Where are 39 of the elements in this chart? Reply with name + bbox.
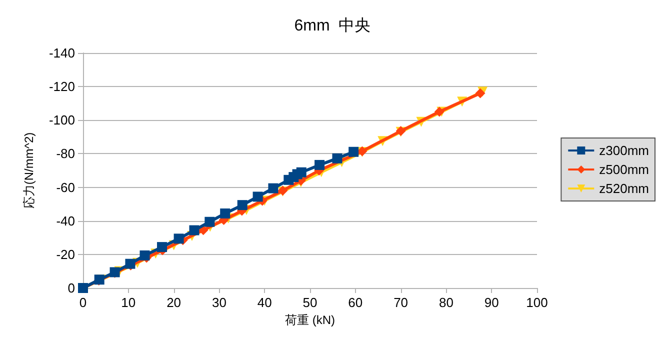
- point: [348, 146, 359, 157]
- legend-label: z300mm: [599, 143, 650, 158]
- chart-title: 6mm 中央: [294, 16, 371, 34]
- y-tick-label: 0: [68, 280, 75, 296]
- x-tick-label: 90: [484, 295, 499, 310]
- y-tick-label: -80: [56, 146, 75, 162]
- point: [434, 106, 444, 117]
- point: [237, 200, 248, 210]
- point: [268, 183, 278, 194]
- point: [174, 234, 184, 244]
- x-tick-label: 20: [166, 295, 182, 310]
- x-tick-label: 80: [438, 295, 454, 310]
- point: [220, 208, 230, 218]
- x-tick-label: 0: [79, 295, 87, 310]
- y-tick-label: -40: [56, 213, 75, 228]
- x-tick-label: 40: [257, 295, 272, 310]
- y-axis-title: 応力(N/mm^2): [22, 132, 36, 209]
- x-tick-label: 10: [121, 295, 136, 310]
- point: [156, 242, 167, 252]
- y-tick-label: -100: [48, 112, 75, 128]
- point: [296, 167, 306, 178]
- y-tick-label: -20: [56, 246, 75, 262]
- point: [332, 153, 342, 164]
- legend-label: z500mm: [599, 162, 650, 177]
- y-tick-label: -140: [48, 46, 75, 60]
- point: [189, 225, 200, 236]
- x-tick-label: 70: [394, 295, 408, 310]
- x-tick-label: 100: [526, 295, 548, 310]
- point: [475, 88, 486, 98]
- x-tick-label: 30: [212, 295, 226, 310]
- point: [140, 250, 150, 260]
- x-tick-label: 60: [348, 295, 363, 310]
- x-axis-title: 荷重 (kN): [285, 313, 335, 327]
- y-tick-label: -120: [48, 79, 75, 94]
- point: [314, 160, 325, 170]
- legend-label: z520mm: [599, 181, 650, 196]
- y-tick-label: -60: [56, 180, 75, 195]
- point: [252, 192, 263, 202]
- x-tick-label: 50: [302, 295, 318, 310]
